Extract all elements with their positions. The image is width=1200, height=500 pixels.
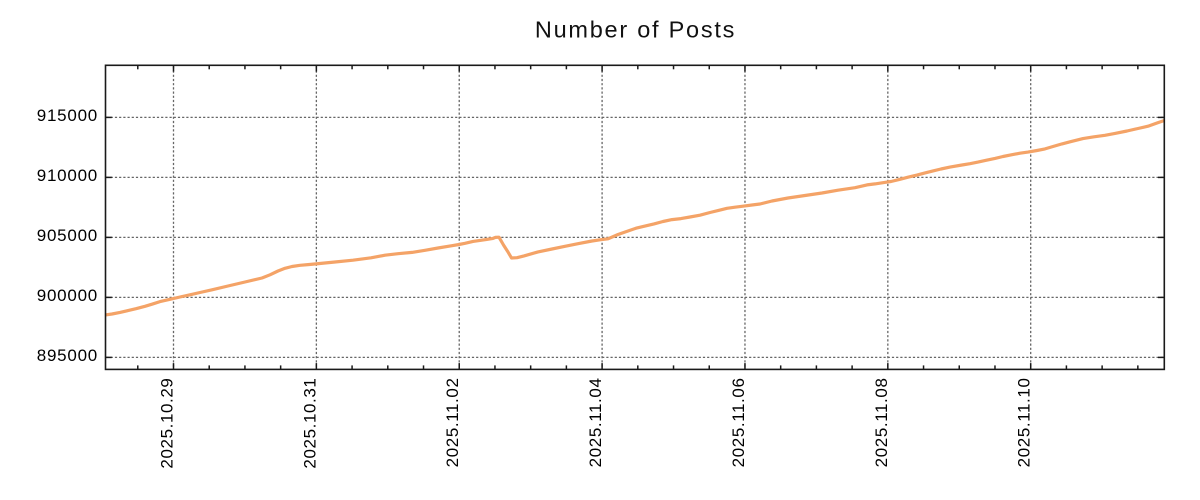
svg-text:915000: 915000: [37, 106, 98, 125]
svg-text:895000: 895000: [37, 346, 98, 365]
svg-text:900000: 900000: [37, 286, 98, 305]
svg-text:2025.10.31: 2025.10.31: [300, 378, 319, 469]
svg-text:Number of Posts: Number of Posts: [535, 17, 736, 43]
svg-text:2025.10.29: 2025.10.29: [158, 378, 177, 469]
svg-text:2025.11.02: 2025.11.02: [443, 378, 462, 468]
svg-text:910000: 910000: [37, 166, 98, 185]
svg-text:2025.11.08: 2025.11.08: [872, 378, 891, 468]
svg-text:2025.11.06: 2025.11.06: [729, 378, 748, 468]
svg-text:2025.11.04: 2025.11.04: [586, 378, 605, 468]
svg-text:2025.11.10: 2025.11.10: [1015, 378, 1034, 468]
svg-text:905000: 905000: [37, 226, 98, 245]
